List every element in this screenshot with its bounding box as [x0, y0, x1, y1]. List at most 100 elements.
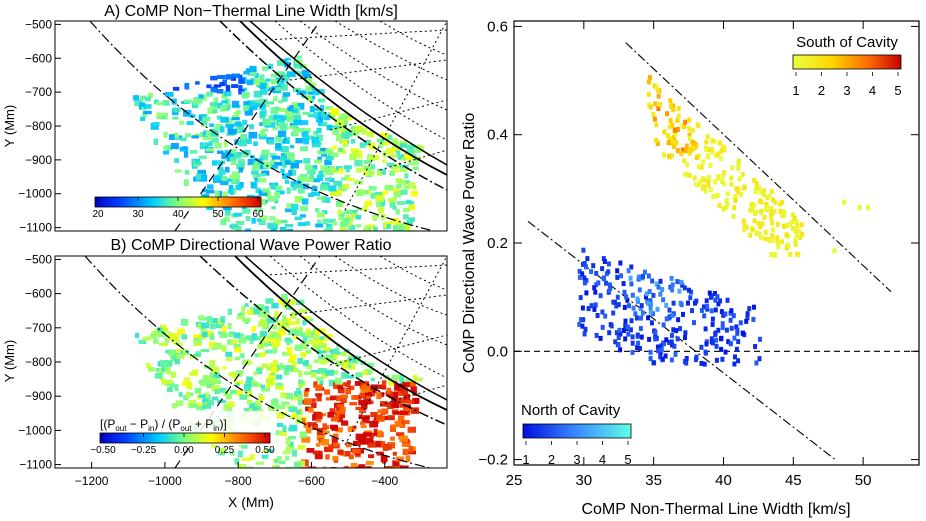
heatmap-cell: [400, 410, 408, 415]
north-point: [615, 274, 620, 280]
heatmap-cell: [314, 501, 319, 506]
north-point: [723, 349, 728, 355]
heatmap-cell: [198, 115, 206, 122]
south-point: [744, 224, 749, 230]
south-point: [771, 197, 775, 203]
heatmap-cell: [275, 143, 281, 149]
xtick-label: 30: [575, 472, 592, 489]
heatmap-cell: [198, 379, 208, 384]
heatmap-cell: [293, 119, 303, 126]
heatmap-cell: [296, 409, 301, 415]
heatmap-cell: [225, 151, 234, 159]
heatmap-cell: [178, 392, 183, 397]
heatmap-cell: [278, 100, 283, 104]
heatmap-cell: [302, 336, 308, 343]
north-point: [615, 268, 620, 274]
heatmap-cell: [289, 123, 295, 128]
heatmap-cell: [297, 460, 306, 467]
heatmap-cell: [222, 191, 228, 197]
heatmap-cell: [395, 184, 403, 189]
heatmap-cell: [368, 454, 375, 459]
north-point: [577, 321, 582, 327]
heatmap-cell: [279, 362, 284, 370]
heatmap-cell: [159, 377, 164, 381]
north-point: [648, 356, 653, 361]
heatmap-cell: [244, 303, 249, 307]
heatmap-cell: [395, 191, 402, 197]
heatmap-cell: [174, 358, 180, 365]
north-point: [693, 357, 698, 363]
heatmap-cell: [314, 159, 322, 164]
heatmap-cell: [252, 231, 256, 235]
south-point: [696, 164, 701, 169]
heatmap-cell: [171, 143, 179, 150]
heatmap-cell: [197, 323, 203, 329]
heatmap-cell: [363, 480, 369, 486]
heatmap-cell: [215, 322, 223, 329]
heatmap-cell: [352, 449, 361, 454]
north-point: [719, 309, 724, 315]
heatmap-cell: [399, 164, 409, 170]
south-point: [712, 139, 717, 145]
heatmap-cell: [408, 161, 418, 166]
xtick-label: −1000: [148, 474, 182, 488]
north-point: [626, 324, 631, 330]
south-point: [720, 179, 725, 185]
heatmap-cell: [266, 383, 271, 389]
south-point: [757, 231, 762, 237]
south-point: [669, 103, 674, 109]
north-point: [728, 341, 733, 347]
north-point: [686, 287, 691, 293]
heatmap-cell: [322, 466, 327, 468]
heatmap-cell: [295, 128, 305, 133]
south-point: [656, 93, 661, 99]
heatmap-cell: [391, 500, 396, 506]
heatmap-cell: [307, 91, 314, 95]
north-point: [659, 343, 664, 349]
north-point: [607, 282, 612, 288]
heatmap-cell: [312, 343, 319, 349]
heatmap-cell: [332, 145, 337, 150]
heatmap-cell: [400, 189, 408, 195]
south-point: [687, 132, 692, 138]
north-point: [719, 346, 724, 352]
heatmap-cell: [142, 111, 148, 118]
heatmap-cell: [234, 347, 242, 353]
heatmap-cell: [333, 354, 339, 359]
heatmap-cell: [340, 221, 346, 228]
heatmap-cell: [281, 95, 288, 102]
heatmap-cell: [279, 430, 287, 436]
heatmap-cell: [235, 225, 242, 231]
heatmap-cell: [268, 375, 276, 381]
heatmap-cell: [286, 117, 295, 123]
heatmap-cell: [277, 130, 287, 138]
ytick-label: −900: [25, 389, 52, 403]
heatmap-cell: [282, 92, 291, 97]
heatmap-cell: [286, 341, 291, 346]
heatmap-cell: [354, 150, 363, 158]
heatmap-cell: [304, 316, 310, 321]
heatmap-cell: [361, 406, 368, 410]
south-point: [748, 232, 753, 238]
south-point: [758, 234, 763, 240]
heatmap-cell: [303, 158, 311, 164]
heatmap-cell: [286, 187, 291, 194]
heatmap-cell: [341, 394, 348, 399]
heatmap-cell: [341, 177, 347, 181]
heatmap-cell: [262, 188, 270, 193]
heatmap-cell: [254, 177, 259, 182]
north-point: [655, 306, 660, 312]
heatmap-cell: [379, 505, 386, 510]
panel-b-grid-lines: [84, 256, 447, 468]
south-point: [794, 232, 799, 238]
north-point: [581, 247, 586, 253]
heatmap-cell: [303, 398, 311, 405]
heatmap-cell: [337, 404, 344, 408]
north-point: [734, 346, 739, 352]
heatmap-cell: [325, 454, 330, 460]
heatmap-cell: [330, 108, 339, 114]
heatmap-cell: [179, 120, 184, 125]
heatmap-cell: [164, 337, 170, 343]
heatmap-cell: [260, 89, 268, 95]
panel-a-colorbar: 20 30 40 50 60: [92, 196, 264, 220]
